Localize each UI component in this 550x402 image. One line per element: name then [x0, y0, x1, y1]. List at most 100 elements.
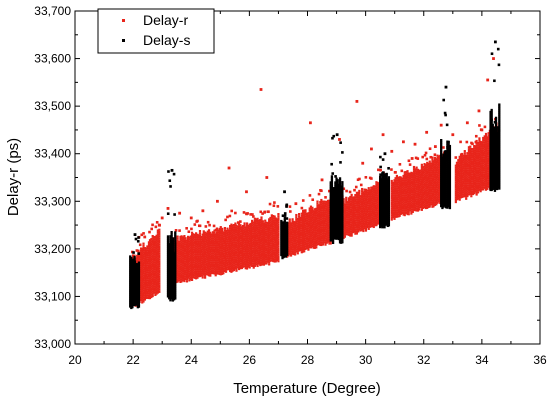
delay-r-point — [418, 180, 421, 183]
delay-r-point — [424, 206, 427, 210]
delay-r-point — [215, 248, 219, 252]
delay-r-point — [324, 217, 327, 221]
delay-r-point — [192, 239, 195, 242]
delay-r-point — [346, 218, 349, 221]
delay-r-point — [412, 180, 416, 184]
delay-r-point — [367, 219, 370, 222]
delay-r-point — [420, 193, 423, 196]
delay-r-point — [473, 192, 476, 195]
delay-r-point — [476, 152, 480, 155]
delay-r-point — [320, 239, 323, 242]
delay-r-point — [206, 232, 209, 235]
delay-r-point — [392, 196, 395, 200]
delay-r-point — [209, 259, 212, 262]
delay-r-point — [435, 188, 438, 191]
delay-r-point — [264, 262, 267, 265]
delay-r-point — [226, 229, 229, 232]
delay-r-point — [459, 179, 463, 182]
delay-r-point — [146, 281, 149, 284]
delay-r-point — [296, 250, 299, 253]
delay-r-point — [480, 158, 483, 161]
delay-r-point — [153, 274, 156, 277]
delay-r-point — [347, 222, 350, 226]
delay-r-point — [204, 259, 207, 262]
delay-r-point — [232, 266, 236, 270]
delay-r-point — [457, 186, 460, 190]
delay-r-point — [189, 250, 192, 253]
delay-r-point — [296, 230, 299, 233]
delay-r-point — [143, 251, 147, 254]
delay-r-point — [367, 212, 370, 215]
delay-r-point — [235, 239, 238, 242]
delay-r-point — [214, 265, 217, 268]
delay-r-point — [421, 155, 424, 159]
delay-r-point — [432, 185, 435, 189]
delay-r-point — [437, 168, 441, 171]
delay-r-point — [347, 220, 350, 224]
delay-r-point — [223, 250, 226, 253]
delay-r-point — [253, 217, 256, 220]
delay-r-point — [421, 198, 425, 201]
delay-r-point — [235, 237, 238, 240]
delay-r-point — [455, 183, 459, 186]
delay-r-point — [324, 230, 327, 233]
delay-r-point — [272, 238, 275, 241]
delay-r-point — [407, 193, 410, 197]
delay-r-point — [459, 140, 462, 144]
delay-r-point — [406, 180, 409, 183]
delay-r-point — [412, 170, 416, 173]
delay-r-point — [410, 208, 413, 211]
delay-r-point — [269, 257, 272, 260]
delay-r-point — [193, 240, 196, 243]
delay-r-point — [275, 250, 279, 253]
delay-r-point — [457, 184, 460, 187]
delay-r-point — [183, 262, 186, 266]
delay-r-point — [398, 178, 401, 181]
delay-r-point — [242, 211, 246, 214]
delay-r-point — [426, 183, 429, 186]
delay-r-point — [372, 219, 375, 222]
delay-r-point — [155, 249, 158, 252]
delay-r-point — [188, 266, 191, 269]
delay-r-point — [392, 209, 395, 212]
delay-r-point — [205, 240, 208, 244]
delay-r-point — [411, 200, 414, 203]
delay-r-point — [244, 239, 247, 242]
delay-r-point — [371, 192, 374, 195]
delay-r-point — [272, 227, 275, 231]
delay-r-point — [181, 257, 185, 260]
delay-r-point — [260, 246, 263, 249]
delay-r-point — [142, 268, 145, 271]
delay-r-point — [249, 231, 252, 234]
delay-r-point — [133, 254, 136, 257]
delay-r-point — [201, 276, 204, 279]
delay-r-point — [217, 233, 220, 236]
delay-r-point — [463, 192, 466, 196]
delay-r-point — [317, 204, 320, 207]
delay-r-point — [207, 231, 211, 234]
delay-r-point — [403, 205, 406, 208]
delay-r-point — [269, 259, 272, 262]
delay-r-point — [215, 233, 219, 237]
delay-r-point — [261, 212, 264, 215]
delay-r-point — [206, 260, 209, 263]
delay-r-point — [355, 191, 358, 194]
delay-r-point — [177, 257, 181, 261]
delay-r-point — [214, 246, 217, 249]
delay-r-point — [395, 183, 398, 186]
delay-r-point — [253, 234, 256, 238]
delay-r-point — [146, 286, 149, 289]
delay-r-point — [461, 176, 464, 179]
delay-r-point — [473, 144, 476, 148]
delay-r-point — [343, 233, 347, 236]
delay-r-point — [140, 251, 143, 254]
delay-r-point — [426, 202, 429, 205]
delay-r-point — [436, 167, 439, 170]
delay-r-point — [364, 214, 368, 217]
delay-r-point — [287, 224, 290, 227]
delay-r-point — [154, 255, 157, 258]
delay-r-point — [354, 198, 357, 201]
delay-r-point — [325, 200, 328, 204]
delay-r-point — [213, 259, 216, 262]
delay-r-point — [196, 259, 199, 262]
